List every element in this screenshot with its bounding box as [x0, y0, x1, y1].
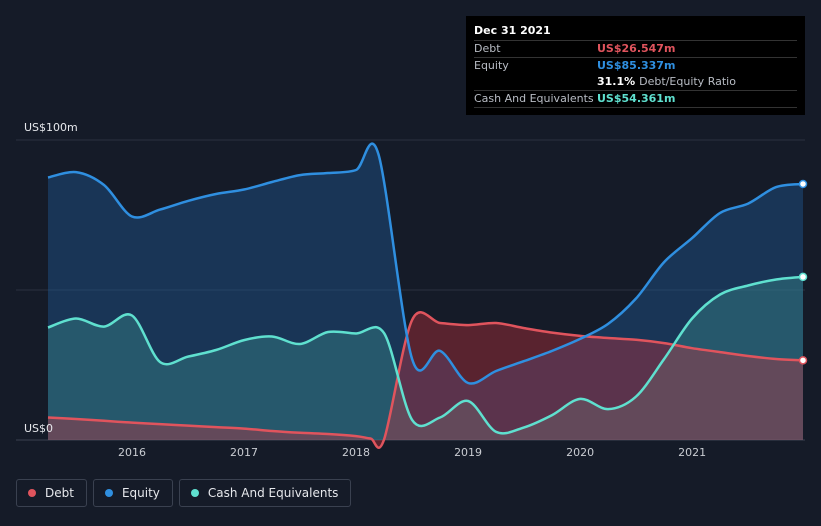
y-axis-bottom-label: US$0 — [24, 422, 53, 435]
area-cash-and-equivalents — [48, 276, 803, 440]
legend-label-debt: Debt — [45, 486, 74, 500]
x-axis-ticks: 2016 2017 2018 2019 2020 2021 — [118, 446, 706, 459]
legend-label-equity: Equity — [121, 486, 160, 500]
tooltip-equity-label: Equity — [474, 59, 509, 72]
line-cash-and-equivalents — [47, 275, 804, 435]
tooltip-ratio-value: 31.1% — [597, 75, 636, 88]
tooltip-row-debt: Debt US$26.547m — [474, 40, 797, 57]
endpoint-debt — [798, 356, 808, 365]
tooltip-ratio-label: Debt/Equity Ratio — [639, 75, 736, 88]
endpoint-cash-and-equivalents — [798, 272, 808, 282]
area-debt — [48, 312, 803, 448]
equity-dot-icon — [104, 489, 113, 497]
tooltip-ratio-spacer — [474, 74, 597, 90]
debt-dot-icon — [28, 489, 36, 497]
tooltip-row-ratio: 31.1% Debt/Equity Ratio — [474, 74, 797, 90]
tooltip-debt-value: US$26.547m — [597, 42, 676, 55]
tooltip-row-equity: Equity US$85.337m — [474, 57, 797, 74]
series-lines — [47, 142, 804, 449]
legend-item-equity[interactable]: Equity — [92, 479, 173, 507]
tooltip-equity-value: US$85.337m — [597, 59, 676, 72]
legend-item-cash[interactable]: Cash And Equivalents — [178, 479, 352, 507]
x-tick-label-2017: 2017 — [230, 446, 258, 459]
tooltip-date: Dec 31 2021 — [474, 24, 551, 37]
cash-dot-icon — [190, 489, 199, 497]
x-tick-label-2019: 2019 — [454, 446, 482, 459]
x-tick-label-2020: 2020 — [566, 446, 594, 459]
legend-label-cash: Cash And Equivalents — [207, 486, 339, 500]
tooltip-debt-label: Debt — [474, 42, 501, 55]
x-tick-label-2018: 2018 — [342, 446, 370, 459]
series-areas — [48, 143, 803, 448]
chart-legend: Debt Equity Cash And Equivalents — [16, 479, 352, 507]
tooltip-cash-label: Cash And Equivalents — [474, 92, 594, 105]
y-axis-top-label: US$100m — [24, 121, 78, 134]
x-tick-label-2016: 2016 — [118, 446, 146, 459]
series-endpoints — [798, 179, 808, 365]
line-equity — [47, 142, 804, 385]
tooltip-cash-value: US$54.361m — [597, 92, 676, 105]
tooltip-row-cash: Cash And Equivalents US$54.361m — [474, 90, 797, 108]
endpoint-equity — [798, 179, 808, 189]
area-equity — [48, 143, 803, 440]
legend-item-debt[interactable]: Debt — [16, 479, 87, 507]
line-debt — [47, 311, 804, 449]
data-tooltip: Dec 31 2021 Debt US$26.547m Equity US$85… — [466, 16, 805, 115]
x-tick-label-2021: 2021 — [678, 446, 706, 459]
grid-lines — [16, 139, 805, 441]
